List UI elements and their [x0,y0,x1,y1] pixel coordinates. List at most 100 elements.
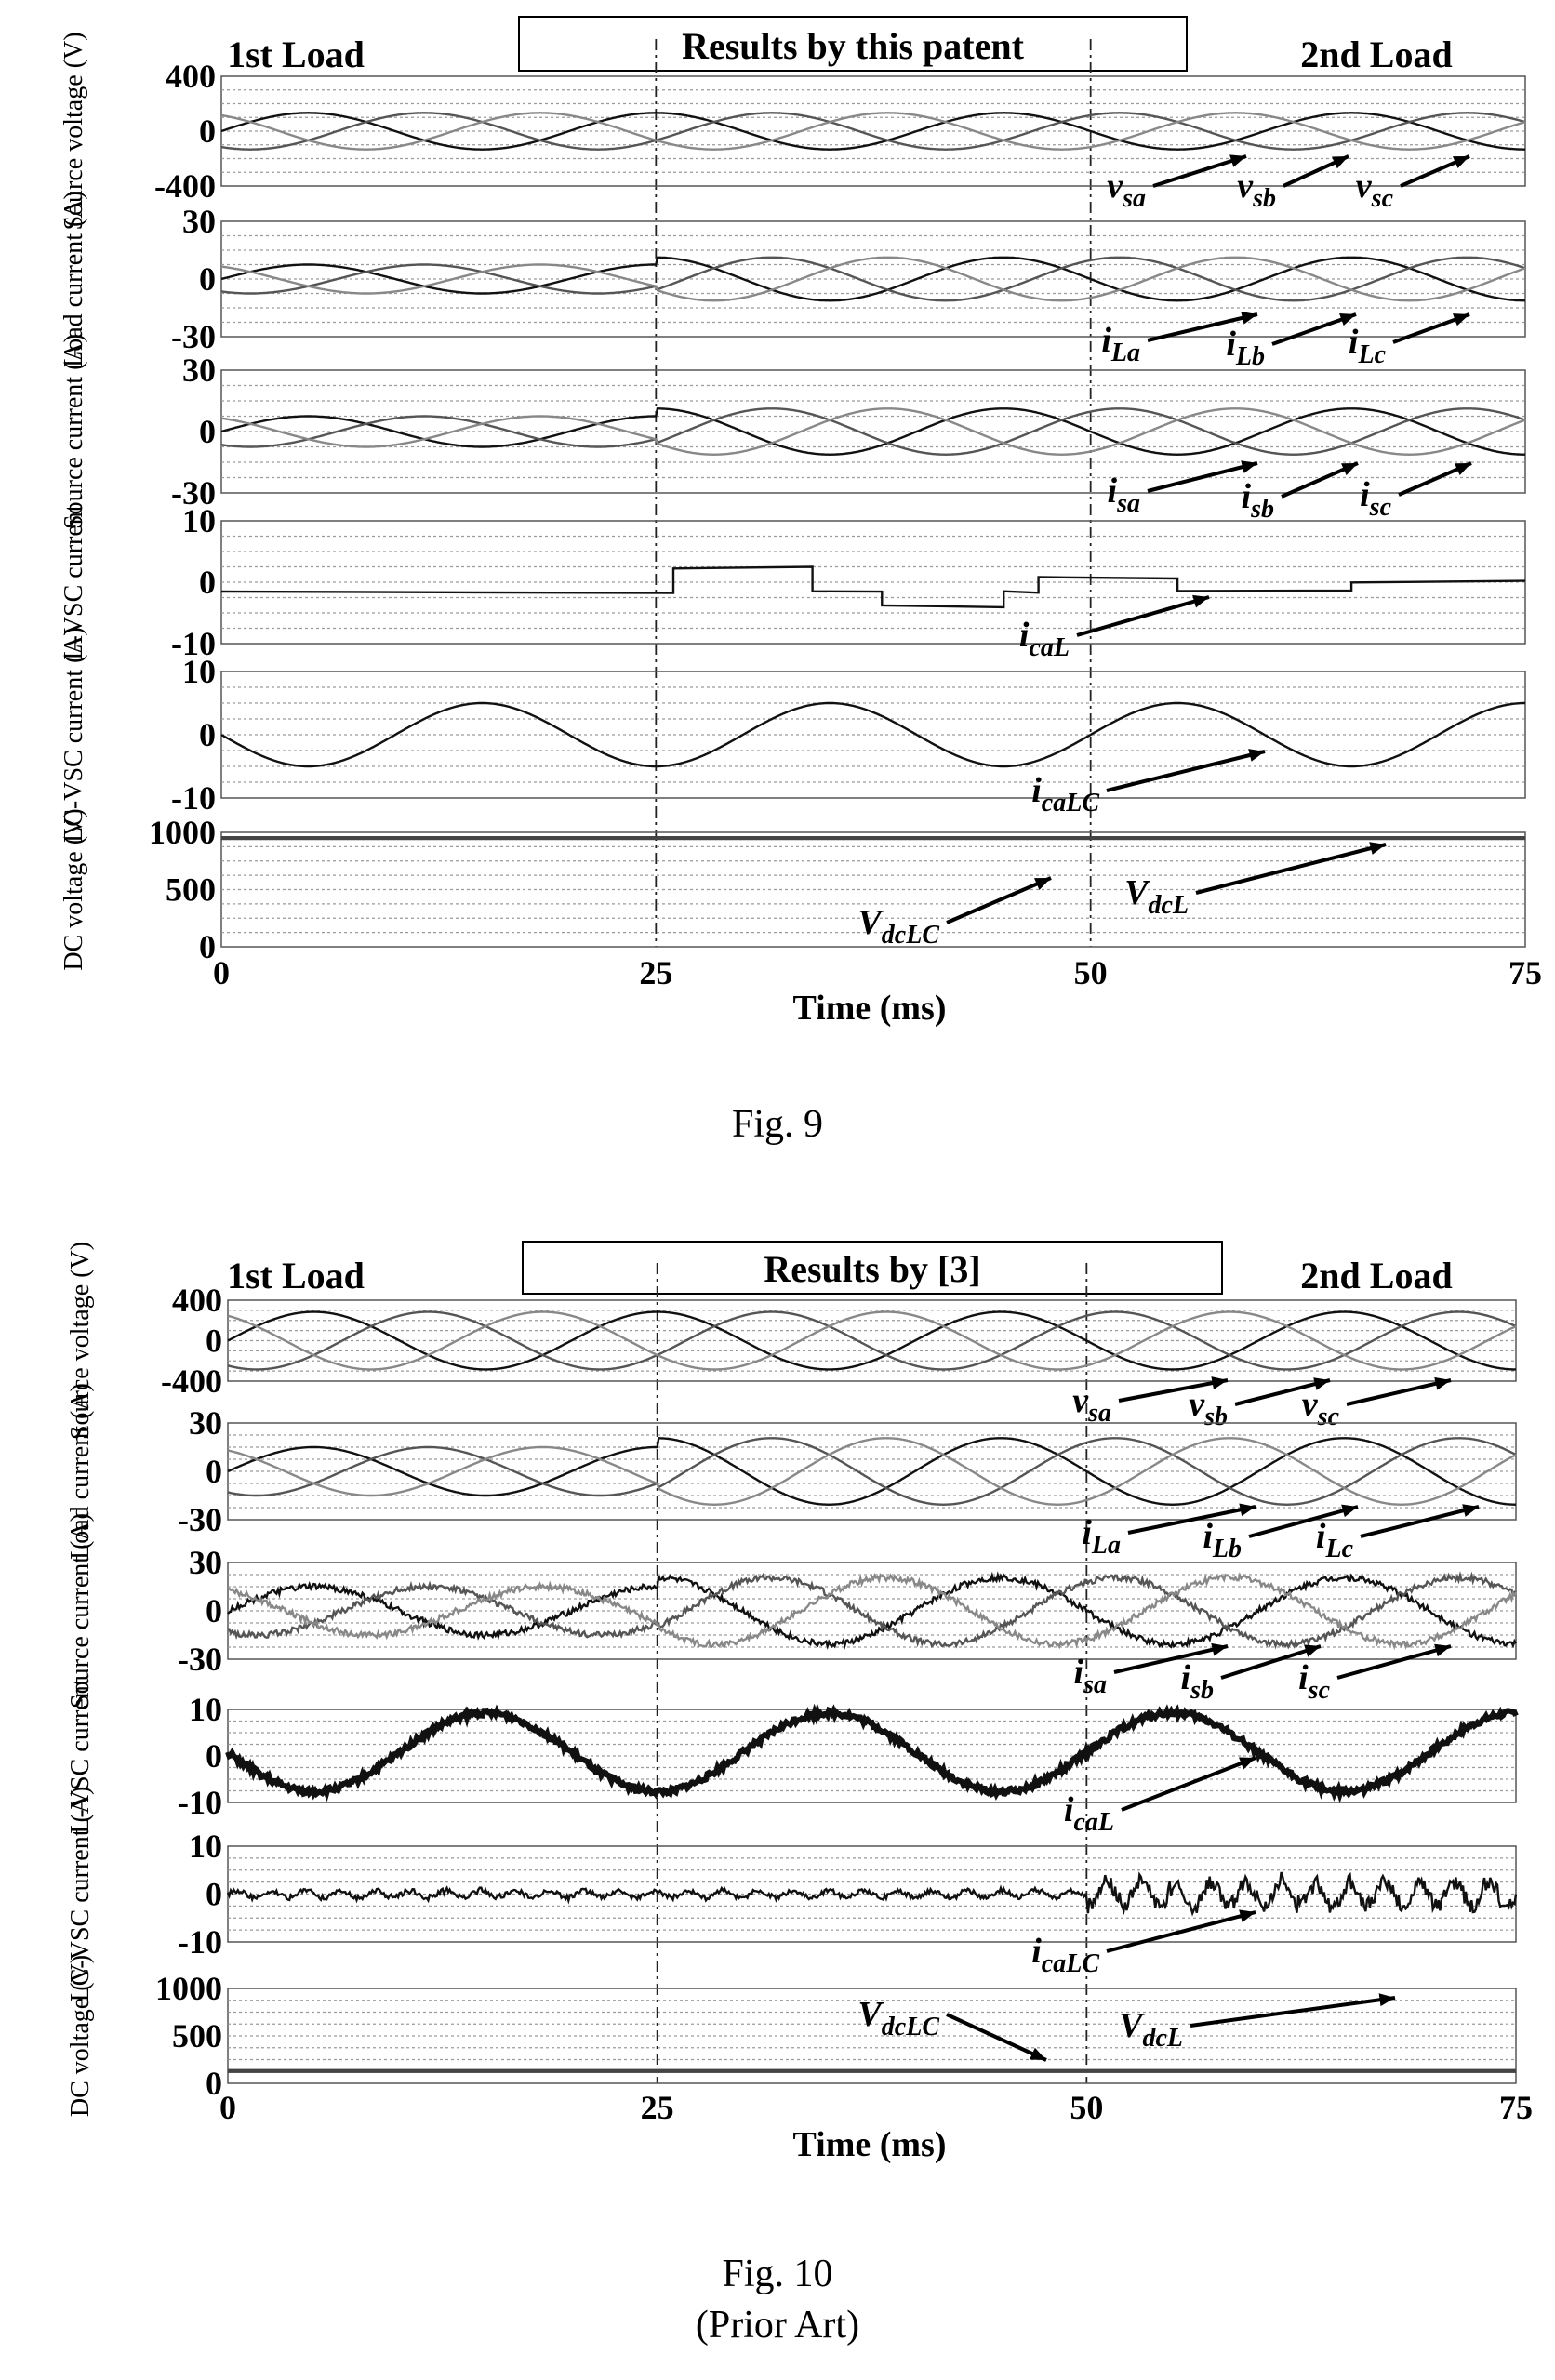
series-line-iLa [227,1437,1517,1507]
x-tick-label: 25 [641,2089,674,2126]
series-arrow [1106,750,1266,792]
series-line-isb [220,407,1526,457]
series-label-isc: isc [1298,1658,1330,1705]
subplot-icaLC: 10 0 -10 LC-VSC current (A) icaLC [66,1787,1518,2002]
header-right-label: 2nd Load [1300,33,1452,75]
y-tick-label: 0 [199,113,216,150]
series-label-vsb: vsb [1237,166,1276,213]
series-line-icaLC [226,1871,1518,1917]
header-title: Results by [3] [764,1248,980,1290]
y-tick-label: -30 [178,1641,222,1678]
arrow-head [1313,1377,1330,1390]
figure-caption: Fig. 10 [722,2253,832,2295]
y-tick-label: 1000 [149,814,216,851]
arrow-head [1434,1376,1451,1390]
y-tick-label: 400 [172,1282,222,1319]
y-axis-label: DC voltage (V) [66,1955,95,2117]
series-label-VdcLC: VdcLC [857,1995,939,2041]
y-axis-label: LC-VSC current (A) [66,1787,95,2002]
y-tick-label: 1000 [155,1970,222,2007]
y-axis-label: L-VSC current [66,1678,95,1833]
series-line-isb [227,1570,1517,1650]
series-arrow [1147,312,1258,342]
fig-10-panel: 1st Load Results by [3] 2nd Load Time (m… [66,1241,1533,2347]
y-axis-label: Load current (A) [66,1383,95,1560]
y-tick-label: 0 [206,1323,222,1360]
y-axis-label: Source voltage (V) [66,1242,95,1440]
x-axis-label: Time (ms) [793,2125,947,2164]
y-tick-label: 0 [199,716,216,753]
x-tick-label: 0 [219,2089,236,2126]
subplot-VdcL: 1000 500 0 DC voltage (V) VdcL VdcLC [66,1955,1517,2117]
arrow-head [1239,1909,1256,1922]
series-line-vsc [220,112,1526,151]
series-arrow [1113,1644,1229,1674]
y-tick-label: 30 [182,352,216,389]
subplot-isa: 30 0 -30 Source current (A) isa isb isc [60,334,1526,529]
series-arrow [1195,843,1387,895]
series-label-vsb: vsb [1189,1385,1228,1431]
y-tick-label: -30 [178,1501,222,1538]
series-line-icaL [225,1703,1519,1804]
arrow-head [1455,463,1471,476]
y-tick-label: 30 [182,203,216,240]
arrow-head [1434,1643,1451,1657]
y-axis-label: Load current (A) [60,191,88,367]
arrow-head [1229,154,1246,167]
series-arrow [1076,595,1210,637]
y-axis-label: L-VSC current [60,504,88,659]
series-label-vsa: vsa [1072,1381,1111,1428]
series-arrow [1336,1644,1452,1680]
series-label-isb: isb [1181,1658,1214,1705]
series-label-icaL: icaL [1064,1790,1114,1837]
series-label-VdcL: VdcL [1119,2006,1183,2053]
series-line-isc [228,1572,1518,1651]
series-line-icaL [220,565,1526,609]
series-label-iLa: iLa [1101,321,1140,367]
series-line-iLb [220,256,1526,302]
arrow-head [1304,1644,1321,1657]
y-tick-label: 0 [206,1453,222,1490]
x-tick-label: 50 [1074,954,1108,991]
series-line-vsa [220,112,1525,151]
y-tick-label: 0 [206,1737,222,1775]
y-axis-label: DC voltage (V) [60,808,88,970]
y-tick-label: -10 [171,625,216,662]
arrow-head [1462,1504,1479,1517]
series-arrow [1248,1505,1359,1538]
header-left-label: 1st Load [227,33,365,75]
series-label-iLc: iLc [1349,323,1387,369]
y-tick-label: 10 [182,653,216,690]
subplot-icaL: 10 0 -10 L-VSC current icaL [66,1678,1519,1837]
arrow-head [1239,1503,1256,1517]
series-arrow [946,2013,1047,2062]
series-line-iLb [227,1437,1517,1507]
y-tick-label: 0 [199,564,216,601]
subplot-icaLC: 10 0 -10 LC-VSC current (A) icaLC [60,627,1526,843]
series-arrow [1190,1996,1396,2028]
series-arrow [1220,1644,1322,1680]
x-tick-label: 50 [1070,2089,1103,2126]
series-arrow [1147,461,1258,493]
arrow-head [1241,312,1257,325]
arrow-head [1034,878,1051,890]
series-label-icaLC: icaLC [1031,1932,1099,1978]
series-arrow [1360,1505,1480,1538]
arrow-head [1369,842,1386,855]
series-label-isc: isc [1360,475,1391,522]
arrow-head [1030,2047,1046,2060]
y-axis-label: LC-VSC current (A) [60,627,88,843]
series-label-icaL: icaL [1019,616,1070,662]
arrow-head [1339,312,1356,326]
arrow-head [1192,594,1209,608]
series-line-iLc [227,1437,1517,1507]
series-arrow [1118,1378,1229,1403]
arrow-head [1453,313,1469,326]
arrow-head [1341,1504,1358,1518]
arrow-head [1332,156,1349,169]
series-arrow [1152,154,1247,188]
series-arrow [1127,1505,1256,1535]
series-line-vsa [227,1310,1516,1371]
arrow-head [1453,156,1469,169]
